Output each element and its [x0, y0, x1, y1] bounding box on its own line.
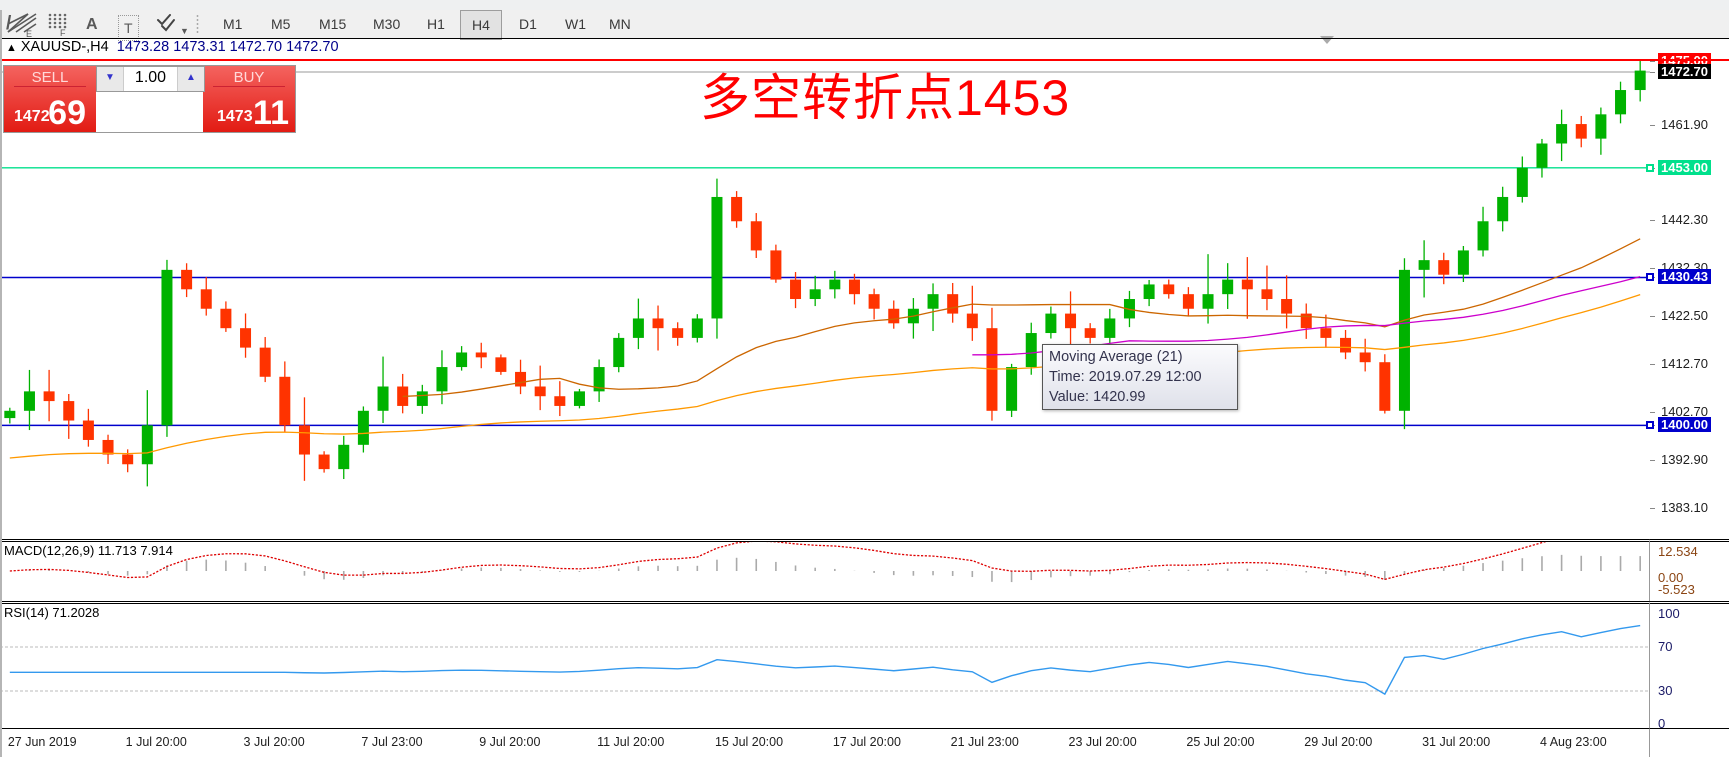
svg-text:E: E	[26, 29, 32, 38]
svg-text:F: F	[60, 28, 66, 37]
